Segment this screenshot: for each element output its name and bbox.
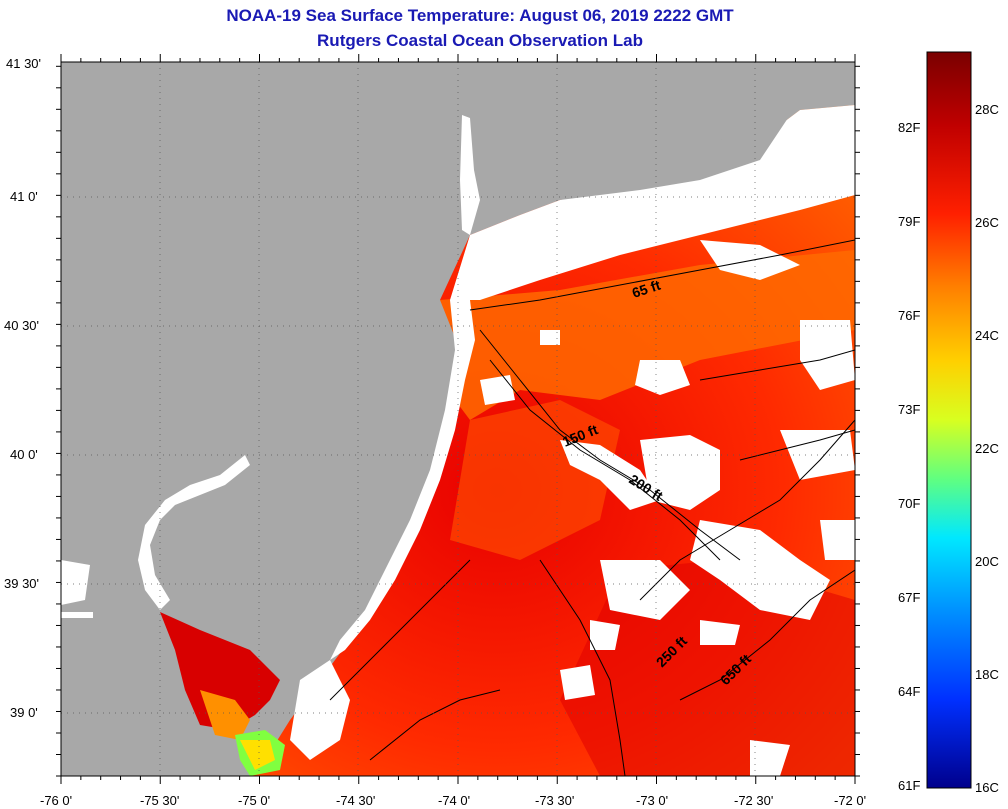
cape-may-region: [290, 660, 350, 760]
colorbar-fahrenheit-label: 82F: [898, 120, 920, 135]
lon-tick-label: -76 0': [40, 793, 72, 808]
hudson-river: [460, 115, 480, 235]
lat-tick-label: 40 30': [4, 318, 39, 333]
colorbar-fahrenheit-label: 67F: [898, 590, 920, 605]
bathymetry-contours: [329, 239, 855, 776]
delaware-bay: [160, 612, 280, 730]
delaware-river: [138, 455, 250, 610]
colorbar-celsius-label: 16C: [975, 780, 999, 795]
colorbar-celsius-label: 24C: [975, 328, 999, 343]
latitude-axis: 41 30' 41 0' 40 30' 40 0' 39 30' 39 0': [4, 56, 41, 720]
colorbar-fahrenheit-label: 64F: [898, 684, 920, 699]
chesapeake-strip: [61, 612, 93, 618]
lon-tick-label: -73 0': [636, 793, 668, 808]
lon-tick-label: -74 0': [438, 793, 470, 808]
colorbar-celsius-label: 28C: [975, 102, 999, 117]
axis-ticks: [56, 54, 860, 784]
chesapeake-region: [61, 560, 90, 605]
lon-tick-label: -72 30': [734, 793, 773, 808]
lon-tick-label: -73 30': [535, 793, 574, 808]
lat-tick-label: 39 0': [10, 705, 38, 720]
colorbar-celsius-label: 18C: [975, 667, 999, 682]
lat-tick-label: 41 0': [10, 189, 38, 204]
land-mass: [61, 62, 855, 776]
lon-tick-label: -75 30': [140, 793, 179, 808]
long-island-sound: [560, 115, 790, 200]
map-subtitle: Rutgers Coastal Ocean Observation Lab: [317, 31, 643, 50]
ocean-midshelf-region: [450, 400, 620, 560]
lat-tick-label: 39 30': [4, 576, 39, 591]
lat-tick-label: 41 30': [6, 56, 41, 71]
colorbar-gradient: [926, 51, 972, 789]
colorbar-fahrenheit-label: 79F: [898, 214, 920, 229]
lon-tick-label: -75 0': [238, 793, 270, 808]
colorbar-fahrenheit-label: 70F: [898, 496, 920, 511]
ocean-warm-shelf-region: [440, 250, 855, 420]
lat-tick-label: 40 0': [10, 447, 38, 462]
graticule: [61, 62, 855, 776]
new-jersey-coast: [330, 300, 475, 660]
cool-water-patch-yellow: [240, 740, 275, 770]
delaware-bay-mouth: [200, 690, 250, 740]
colorbar-celsius-label: 20C: [975, 554, 999, 569]
colorbar-fahrenheit-label: 61F: [898, 778, 920, 793]
colorbar-fahrenheit-label: 76F: [898, 308, 920, 323]
map-title: NOAA-19 Sea Surface Temperature: August …: [226, 6, 734, 25]
map-plot-area: 65 ft 150 ft 200 ft 250 ft 650 ft: [61, 62, 855, 776]
lon-tick-label: -72 0': [834, 793, 866, 808]
colorbar-celsius-label: 26C: [975, 215, 999, 230]
lon-tick-label: -74 30': [336, 793, 375, 808]
colorbar-fahrenheit-label: 73F: [898, 402, 920, 417]
longitude-axis: -76 0' -75 30' -75 0' -74 30' -74 0' -73…: [40, 793, 866, 808]
new-york-harbor: [470, 210, 540, 270]
cloud-patches: [480, 240, 855, 776]
colorbar-celsius-label: 22C: [975, 441, 999, 456]
colorbar: 28C 26C 24C 22C 20C 18C 16C 82F 79F 76F …: [898, 51, 999, 795]
